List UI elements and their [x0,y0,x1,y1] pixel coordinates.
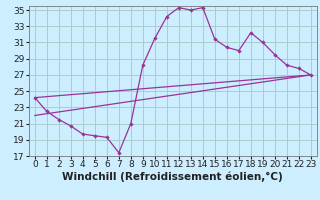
X-axis label: Windchill (Refroidissement éolien,°C): Windchill (Refroidissement éolien,°C) [62,172,283,182]
